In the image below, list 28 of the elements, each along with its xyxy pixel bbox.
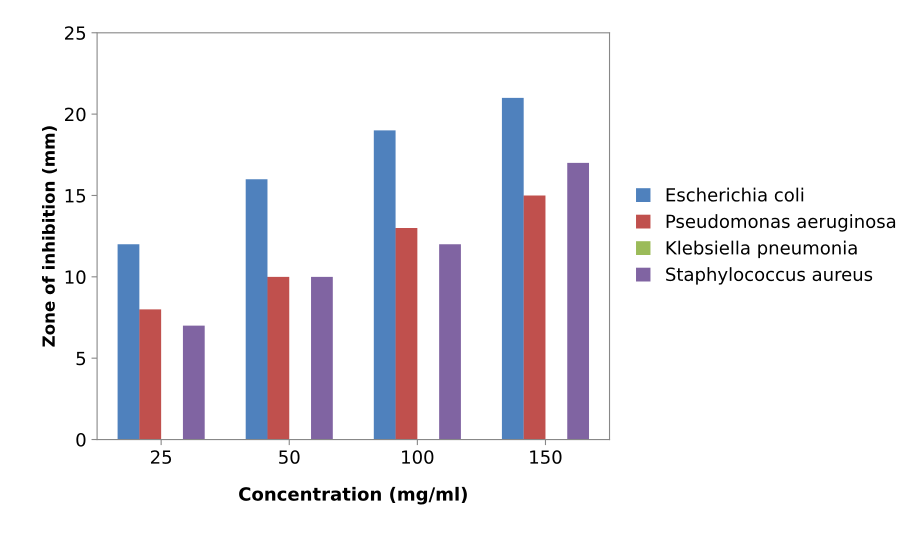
legend-label: Escherichia coli <box>666 188 804 202</box>
bar <box>311 276 333 440</box>
x-tick-label: 25 <box>150 450 172 464</box>
y-tick-label: 5 <box>76 352 86 366</box>
y-tick-label: 20 <box>65 108 86 122</box>
bar <box>439 244 461 440</box>
bar <box>396 228 418 440</box>
y-tick-label: 15 <box>66 189 86 203</box>
bar <box>118 244 140 440</box>
bar <box>139 309 162 440</box>
bar <box>374 130 396 440</box>
y-tick-label: 25 <box>65 26 86 40</box>
y-axis-title: Zone of inhibition (mm) <box>42 126 57 347</box>
bar <box>182 326 205 440</box>
x-tick-label: 100 <box>402 450 434 464</box>
legend-label: Klebsiella pneumonia <box>666 240 857 258</box>
x-tick-label: 50 <box>279 450 300 464</box>
legend-label: Pseudomonas aeruginosa <box>666 214 896 232</box>
bar <box>502 98 524 440</box>
y-tick-label: 0 <box>76 432 86 447</box>
bar <box>567 162 590 440</box>
bar <box>524 195 546 440</box>
x-tick-label: 150 <box>530 450 562 464</box>
y-tick-label: 10 <box>66 270 86 284</box>
bar <box>267 276 290 440</box>
legend-label: Staphylococcus aureus <box>666 267 872 285</box>
x-axis-title: Concentration (mg/ml) <box>239 486 467 504</box>
bar <box>246 179 268 440</box>
